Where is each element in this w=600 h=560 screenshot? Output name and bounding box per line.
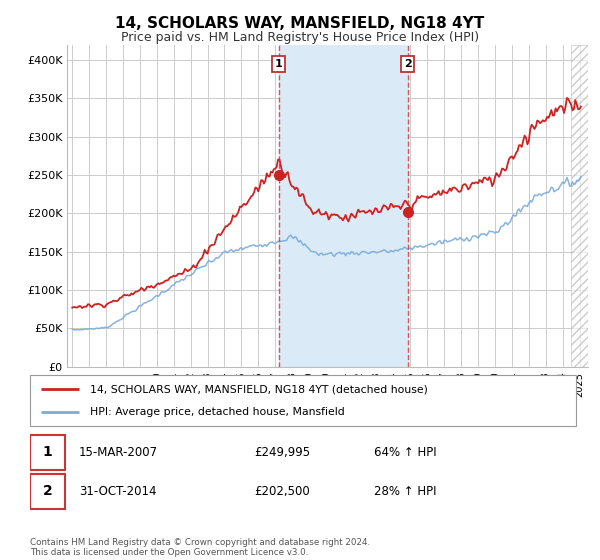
FancyBboxPatch shape xyxy=(30,375,576,426)
Text: 15-MAR-2007: 15-MAR-2007 xyxy=(79,446,158,459)
FancyBboxPatch shape xyxy=(30,474,65,509)
Text: 1: 1 xyxy=(275,59,283,69)
Text: 28% ↑ HPI: 28% ↑ HPI xyxy=(374,485,436,498)
Text: 1: 1 xyxy=(43,445,52,459)
Bar xyxy=(571,45,588,367)
Text: Price paid vs. HM Land Registry's House Price Index (HPI): Price paid vs. HM Land Registry's House … xyxy=(121,31,479,44)
Text: 31-OCT-2014: 31-OCT-2014 xyxy=(79,485,157,498)
Text: Contains HM Land Registry data © Crown copyright and database right 2024.
This d: Contains HM Land Registry data © Crown c… xyxy=(30,538,370,557)
Text: 64% ↑ HPI: 64% ↑ HPI xyxy=(374,446,437,459)
FancyBboxPatch shape xyxy=(30,435,65,470)
Text: 14, SCHOLARS WAY, MANSFIELD, NG18 4YT (detached house): 14, SCHOLARS WAY, MANSFIELD, NG18 4YT (d… xyxy=(90,384,428,394)
Text: 14, SCHOLARS WAY, MANSFIELD, NG18 4YT: 14, SCHOLARS WAY, MANSFIELD, NG18 4YT xyxy=(115,16,485,31)
Text: 2: 2 xyxy=(43,484,52,498)
Bar xyxy=(279,45,407,367)
Text: HPI: Average price, detached house, Mansfield: HPI: Average price, detached house, Mans… xyxy=(90,408,345,418)
Text: £249,995: £249,995 xyxy=(254,446,310,459)
Text: £202,500: £202,500 xyxy=(254,485,310,498)
Text: 2: 2 xyxy=(404,59,412,69)
